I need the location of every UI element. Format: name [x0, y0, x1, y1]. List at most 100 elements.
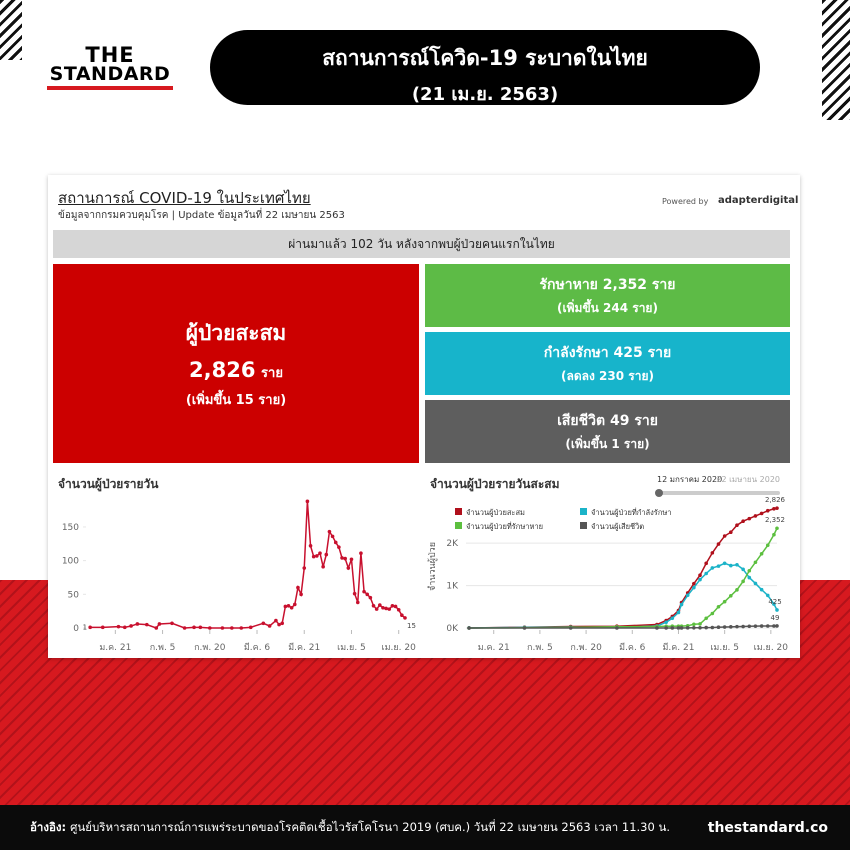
point	[753, 560, 758, 565]
point	[248, 625, 253, 630]
point	[685, 593, 690, 598]
point	[239, 626, 244, 630]
card-change: (เพิ่มขึ้น 1 ราย)	[565, 436, 650, 451]
card-title: รักษาหาย 2,352 ราย	[539, 276, 676, 293]
point	[349, 557, 354, 562]
point	[359, 551, 363, 556]
point	[277, 622, 281, 627]
point	[330, 534, 335, 539]
point	[664, 620, 668, 625]
point	[772, 532, 776, 537]
x-tick-label: ม.ค. 21	[99, 643, 131, 653]
point	[283, 604, 288, 609]
x-tick-label: มี.ค. 21	[288, 642, 320, 653]
point	[352, 591, 357, 596]
range-start[interactable]: 12 มกราคม 2020	[657, 475, 722, 484]
point	[710, 625, 715, 630]
x-tick-label: ก.พ. 5	[150, 643, 176, 653]
point	[753, 514, 758, 518]
point	[722, 561, 727, 566]
source-label: อ้างอิง:	[30, 819, 67, 834]
point	[775, 506, 779, 510]
point	[308, 544, 313, 548]
card-value: 2,826	[189, 358, 256, 382]
point	[775, 624, 779, 628]
point	[170, 621, 174, 626]
point	[368, 595, 373, 600]
point	[116, 624, 121, 629]
point	[698, 573, 702, 577]
legend-swatch	[455, 508, 462, 515]
y-tick-label: 100	[62, 557, 79, 567]
point	[716, 542, 721, 546]
point	[704, 616, 708, 621]
point	[741, 567, 745, 572]
point	[735, 624, 739, 629]
point	[775, 608, 779, 612]
x-tick-label: มี.ค. 21	[662, 642, 694, 653]
point	[670, 616, 675, 621]
point	[384, 606, 388, 611]
point	[692, 625, 696, 630]
x-tick-label: ม.ค. 21	[478, 643, 510, 653]
title: สถานการณ์โควิด-19 ระบาดในไทย	[322, 46, 648, 70]
point	[390, 603, 395, 608]
point	[685, 626, 690, 630]
point	[747, 624, 752, 629]
point	[747, 516, 752, 521]
point	[362, 589, 366, 594]
point	[704, 561, 708, 566]
legend-label: จำนวนผู้เสียชีวิต	[591, 522, 644, 531]
footer: อ้างอิง: ศูนย์บริหารสถานการณ์การแพร่ระบา…	[0, 805, 850, 850]
x-tick-label: มี.ค. 6	[244, 642, 271, 653]
point	[327, 529, 332, 534]
range-slider[interactable]	[657, 491, 780, 495]
point	[729, 625, 733, 629]
legend-label: จำนวนผู้ป่วยที่กำลังรักษา	[591, 507, 672, 517]
card-title: ผู้ป่วยสะสม	[185, 321, 287, 345]
point	[698, 622, 702, 626]
value-label: 425	[768, 598, 781, 606]
point	[198, 625, 203, 630]
daily-chart: จำนวนผู้ป่วยรายวัน 0 50 100 150 ม.ค. 21 ก.พ. 5…	[58, 477, 416, 653]
point	[267, 624, 272, 628]
point	[374, 607, 379, 611]
point	[286, 603, 291, 608]
point	[371, 603, 376, 608]
point	[365, 592, 370, 597]
point	[522, 626, 527, 630]
point	[129, 624, 133, 628]
point	[192, 625, 196, 630]
point	[676, 610, 681, 615]
point	[220, 626, 225, 630]
point	[747, 568, 752, 573]
point	[381, 605, 385, 610]
y-tick-label: 150	[62, 523, 79, 533]
point	[692, 622, 696, 627]
dashboard-title: สถานการณ์ COVID-19 ในประเทศไทย	[58, 189, 311, 207]
card-total: ผู้ป่วยสะสม 2,826 ราย (เพิ่มขึ้น 15 ราย)	[53, 264, 419, 463]
point	[467, 626, 471, 630]
point	[378, 603, 382, 607]
range-handle[interactable]	[655, 489, 663, 497]
point	[274, 618, 278, 623]
card-change: (เพิ่มขึ้น 15 ราย)	[185, 393, 287, 408]
point	[100, 625, 105, 630]
point	[716, 625, 721, 629]
point	[753, 581, 758, 586]
banner: ผ่านมาแล้ว 102 วัน หลังจากพบผู้ป่วยคนแรก…	[53, 230, 790, 258]
x-tick-label: เม.ย. 5	[337, 643, 366, 653]
point	[293, 602, 297, 607]
point	[664, 626, 668, 630]
point	[765, 543, 770, 548]
point	[729, 530, 733, 535]
series-line	[90, 501, 406, 629]
point	[337, 545, 341, 549]
range-end[interactable]: 22 เมษายน 2020	[716, 475, 780, 484]
point	[704, 625, 708, 630]
point	[722, 534, 727, 538]
point	[710, 611, 715, 616]
point	[775, 526, 779, 531]
point	[318, 551, 322, 556]
x-tick-label: เม.ย. 5	[710, 643, 739, 653]
